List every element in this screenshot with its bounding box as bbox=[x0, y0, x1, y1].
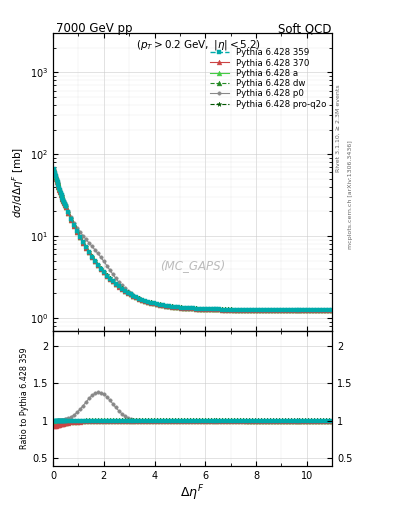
Pythia 6.428 370 bbox=[247, 307, 252, 313]
X-axis label: $\Delta\eta^F$: $\Delta\eta^F$ bbox=[180, 483, 205, 503]
Pythia 6.428 359 bbox=[53, 170, 57, 176]
Pythia 6.428 p0 bbox=[52, 166, 57, 172]
Y-axis label: Ratio to Pythia 6.428 359: Ratio to Pythia 6.428 359 bbox=[20, 348, 29, 449]
Pythia 6.428 a bbox=[324, 307, 329, 313]
Pythia 6.428 pro-q2o bbox=[52, 168, 57, 174]
Pythia 6.428 359 bbox=[63, 203, 68, 209]
Pythia 6.428 p0 bbox=[244, 307, 248, 313]
Pythia 6.428 dw bbox=[244, 307, 248, 313]
Pythia 6.428 359 bbox=[247, 307, 252, 313]
Pythia 6.428 359 bbox=[244, 307, 248, 313]
Pythia 6.428 pro-q2o bbox=[330, 307, 334, 313]
Pythia 6.428 pro-q2o bbox=[155, 301, 160, 307]
Pythia 6.428 359 bbox=[155, 301, 160, 307]
Pythia 6.428 p0 bbox=[247, 307, 252, 313]
Pythia 6.428 dw bbox=[324, 307, 329, 313]
Line: Pythia 6.428 dw: Pythia 6.428 dw bbox=[52, 168, 334, 312]
Pythia 6.428 dw bbox=[155, 301, 160, 307]
Pythia 6.428 370 bbox=[324, 307, 329, 313]
Pythia 6.428 dw bbox=[53, 171, 57, 177]
Pythia 6.428 dw bbox=[330, 307, 334, 313]
Text: (MC_GAPS): (MC_GAPS) bbox=[160, 259, 225, 272]
Pythia 6.428 pro-q2o bbox=[244, 307, 248, 313]
Pythia 6.428 p0 bbox=[155, 301, 160, 307]
Pythia 6.428 dw bbox=[63, 203, 68, 209]
Pythia 6.428 pro-q2o bbox=[63, 204, 68, 210]
Pythia 6.428 370 bbox=[244, 307, 248, 313]
Pythia 6.428 a bbox=[52, 168, 57, 174]
Pythia 6.428 a bbox=[330, 307, 334, 313]
Pythia 6.428 370 bbox=[330, 307, 334, 313]
Pythia 6.428 p0 bbox=[53, 169, 57, 176]
Pythia 6.428 dw bbox=[52, 167, 57, 173]
Line: Pythia 6.428 370: Pythia 6.428 370 bbox=[52, 169, 334, 312]
Legend: Pythia 6.428 359, Pythia 6.428 370, Pythia 6.428 a, Pythia 6.428 dw, Pythia 6.42: Pythia 6.428 359, Pythia 6.428 370, Pyth… bbox=[208, 47, 328, 111]
Pythia 6.428 pro-q2o bbox=[324, 307, 329, 313]
Text: $(p_T > 0.2\ \mathrm{GeV},\ |\eta| < 5.2)$: $(p_T > 0.2\ \mathrm{GeV},\ |\eta| < 5.2… bbox=[136, 38, 261, 52]
Pythia 6.428 p0 bbox=[324, 307, 329, 313]
Line: Pythia 6.428 359: Pythia 6.428 359 bbox=[53, 167, 334, 312]
Pythia 6.428 p0 bbox=[330, 307, 334, 313]
Text: Soft QCD: Soft QCD bbox=[278, 22, 331, 35]
Text: Rivet 3.1.10, ≥ 2.3M events: Rivet 3.1.10, ≥ 2.3M events bbox=[336, 84, 341, 172]
Pythia 6.428 a bbox=[53, 172, 57, 178]
Pythia 6.428 359 bbox=[52, 166, 57, 172]
Pythia 6.428 p0 bbox=[63, 202, 68, 208]
Pythia 6.428 pro-q2o bbox=[247, 307, 252, 313]
Y-axis label: $d\sigma/d\Delta\eta^F$ [mb]: $d\sigma/d\Delta\eta^F$ [mb] bbox=[10, 146, 26, 218]
Pythia 6.428 a bbox=[244, 307, 248, 313]
Pythia 6.428 370 bbox=[53, 173, 57, 179]
Pythia 6.428 dw bbox=[247, 307, 252, 313]
Line: Pythia 6.428 pro-q2o: Pythia 6.428 pro-q2o bbox=[52, 168, 334, 312]
Pythia 6.428 370 bbox=[63, 204, 68, 210]
Pythia 6.428 a bbox=[247, 307, 252, 313]
Pythia 6.428 359 bbox=[330, 307, 334, 313]
Pythia 6.428 pro-q2o bbox=[53, 172, 57, 178]
Pythia 6.428 359 bbox=[324, 307, 329, 313]
Pythia 6.428 370 bbox=[155, 301, 160, 307]
Line: Pythia 6.428 a: Pythia 6.428 a bbox=[52, 168, 334, 312]
Text: 7000 GeV pp: 7000 GeV pp bbox=[56, 22, 132, 35]
Line: Pythia 6.428 p0: Pythia 6.428 p0 bbox=[53, 167, 334, 312]
Pythia 6.428 a bbox=[155, 301, 160, 307]
Pythia 6.428 370 bbox=[52, 168, 57, 175]
Text: mcplots.cern.ch [arXiv:1306.3436]: mcplots.cern.ch [arXiv:1306.3436] bbox=[348, 140, 353, 249]
Pythia 6.428 a bbox=[63, 204, 68, 210]
